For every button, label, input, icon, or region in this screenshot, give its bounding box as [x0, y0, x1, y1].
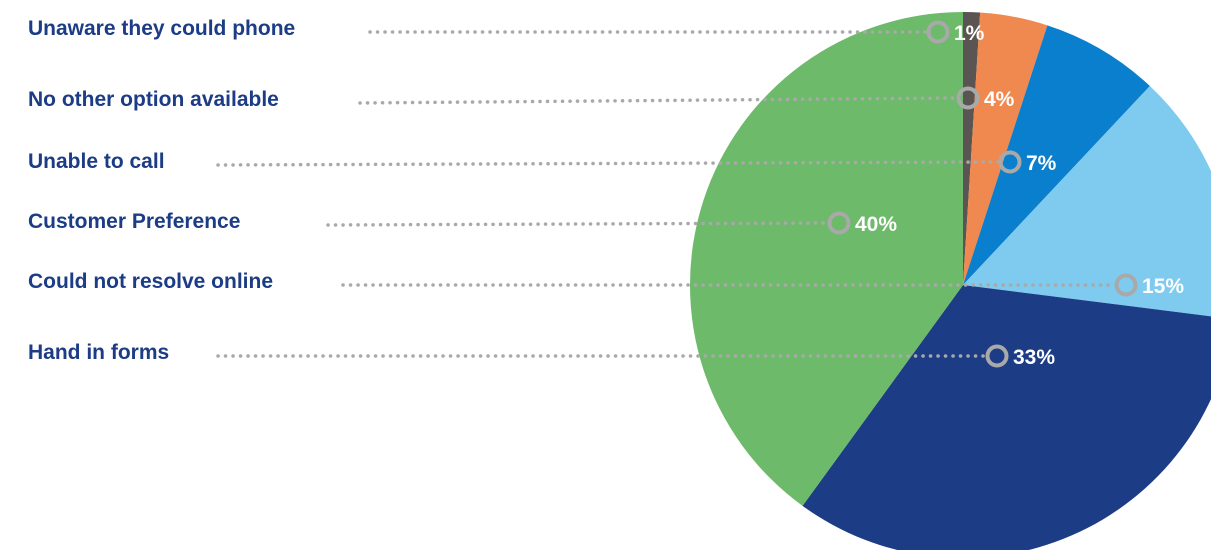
- leader-lines: [216, 30, 1117, 358]
- pie-slice-unaware-they-could-phone: [963, 12, 981, 285]
- category-label-hand-in-forms: Hand in forms: [28, 341, 169, 364]
- marker-hand-in-forms: [985, 344, 1009, 368]
- marker-unaware-they-could-phone: [926, 20, 950, 44]
- category-label-customer-preference: Customer Preference: [28, 210, 240, 233]
- pie-slices: [689, 12, 1211, 550]
- leader-line-no-other-option-available: [358, 96, 959, 105]
- value-label-customer-preference: 40%: [855, 213, 897, 236]
- value-label-hand-in-forms: 33%: [1013, 346, 1055, 369]
- marker-customer-preference: [827, 211, 851, 235]
- pie-slice-hand-in-forms: [802, 285, 1211, 550]
- marker-no-other-option-available: [956, 86, 980, 110]
- leader-line-unable-to-call: [216, 160, 1001, 167]
- value-label-could-not-resolve-online: 15%: [1142, 275, 1184, 298]
- category-label-could-not-resolve-online: Could not resolve online: [28, 270, 273, 293]
- pie-slice-could-not-resolve-online: [963, 85, 1211, 317]
- pie-slice-no-other-option-available: [963, 12, 1048, 285]
- pie-slice-unable-to-call: [963, 25, 1150, 286]
- value-label-unable-to-call: 7%: [1026, 152, 1057, 175]
- marker-could-not-resolve-online: [1114, 273, 1138, 297]
- category-label-no-other-option-available: No other option available: [28, 88, 279, 111]
- value-label-unaware-they-could-phone: 1%: [954, 22, 985, 45]
- category-labels: Unaware they could phone 1% No other optio…: [28, 17, 1184, 369]
- value-label-no-other-option-available: 4%: [984, 88, 1015, 111]
- leader-line-customer-preference: [326, 221, 830, 227]
- pie-slice-customer-preference: [689, 12, 963, 506]
- category-label-unaware-they-could-phone: Unaware they could phone: [28, 17, 295, 40]
- marker-unable-to-call: [998, 150, 1022, 174]
- category-label-unable-to-call: Unable to call: [28, 150, 165, 173]
